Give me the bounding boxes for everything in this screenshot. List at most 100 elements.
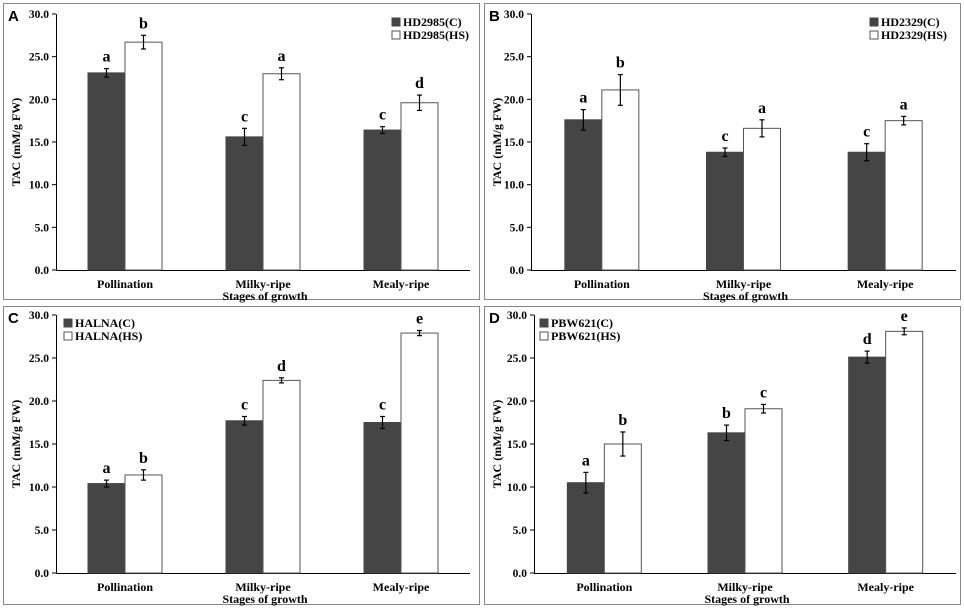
y-tick-label: 5.0 — [510, 222, 525, 234]
significance-letter: d — [415, 75, 424, 92]
bar — [744, 408, 783, 574]
y-axis-title: TAC (mM/g FW) — [9, 98, 23, 186]
panel-b: B 0.0 5.0 10.0 15.0 20.0 25.0 30.0 TAC (mM/g FW)… — [484, 3, 961, 303]
y-tick-label: 10.0 — [29, 482, 49, 494]
y-tick-label: 30.0 — [507, 310, 527, 322]
y-tick-label: 10.0 — [29, 180, 49, 192]
x-axis-title: Stages of growth — [704, 592, 789, 606]
significance-letter: a — [579, 90, 587, 107]
x-axis-title: Stages of growth — [703, 289, 788, 303]
y-tick-label: 5.0 — [513, 525, 528, 537]
significance-letter: a — [103, 49, 111, 66]
legend: HD2985(C)HD2985(HS) — [391, 15, 469, 42]
y-tick-label: 10.0 — [504, 180, 524, 192]
bar — [884, 120, 923, 271]
legend-swatch — [63, 318, 73, 328]
x-tick-label: Pollination — [97, 277, 153, 291]
bar — [743, 127, 781, 271]
legend-swatch — [539, 331, 549, 341]
significance-letter: e — [901, 308, 908, 325]
y-tick-label: 0.0 — [513, 568, 528, 580]
significance-letter: c — [379, 396, 386, 413]
legend-label: HD2329(HS) — [881, 28, 947, 42]
x-tick-label: Pollination — [574, 277, 630, 291]
legend-label: HD2985(HS) — [403, 28, 469, 42]
significance-letter: c — [721, 128, 728, 145]
legend-label: HD2329(C) — [881, 15, 940, 29]
y-tick-label: 15.0 — [507, 439, 527, 451]
bar — [564, 119, 603, 271]
legend-swatch — [391, 30, 401, 40]
y-tick-label: 0.0 — [510, 265, 525, 277]
panel-frame — [484, 306, 961, 605]
legend-swatch — [869, 30, 879, 40]
panel-label: B — [489, 8, 500, 25]
x-tick-label: Milky-ripe — [717, 580, 773, 594]
y-tick-label: 20.0 — [29, 94, 49, 106]
significance-letter: b — [139, 15, 148, 32]
legend-label: HALNA(C) — [75, 316, 135, 330]
x-tick-label: Milky-ripe — [716, 277, 772, 291]
y-tick-label: 15.0 — [504, 137, 524, 149]
y-tick-label: 10.0 — [507, 482, 527, 494]
bar — [847, 151, 886, 271]
legend-label: HALNA(HS) — [75, 329, 142, 343]
panel-c: C 0.0 5.0 10.0 15.0 20.0 25.0 30.0 TAC (mM/g FW)… — [3, 306, 480, 606]
panel-d: D 0.0 5.0 10.0 15.0 20.0 25.0 30.0 TAC (mM/g FW)… — [484, 306, 961, 606]
bar — [848, 356, 887, 574]
panel-label: D — [489, 310, 500, 327]
legend-swatch — [869, 17, 879, 27]
x-tick-label: Mealy-ripe — [373, 580, 430, 594]
bar — [124, 474, 163, 574]
y-tick-label: 20.0 — [507, 396, 527, 408]
significance-letter: a — [278, 48, 286, 65]
panel-label: A — [8, 8, 19, 25]
y-tick-label: 20.0 — [504, 94, 524, 106]
x-tick-label: Milky-ripe — [235, 277, 291, 291]
x-tick-label: Mealy-ripe — [857, 277, 914, 291]
legend: PBW621(C)PBW621(HS) — [539, 316, 620, 343]
bar — [566, 482, 605, 574]
bar — [87, 72, 126, 271]
panel-frame — [484, 3, 961, 300]
bar — [707, 432, 746, 574]
y-tick-label: 25.0 — [29, 52, 49, 64]
legend-label: PBW621(HS) — [551, 329, 620, 343]
bar — [225, 420, 264, 574]
x-axis-title: Stages of growth — [222, 289, 307, 303]
significance-letter: c — [863, 124, 870, 141]
y-tick-label: 25.0 — [507, 353, 527, 365]
significance-letter: b — [618, 412, 627, 429]
bar — [400, 332, 439, 574]
significance-letter: b — [722, 405, 731, 422]
significance-letter: b — [139, 450, 148, 467]
x-axis-title: Stages of growth — [222, 592, 307, 606]
bar — [400, 102, 439, 271]
y-axis-title: TAC (mM/g FW) — [490, 98, 504, 186]
legend-swatch — [391, 17, 401, 27]
y-tick-label: 15.0 — [29, 137, 49, 149]
legend-swatch — [63, 331, 73, 341]
significance-letter: d — [277, 358, 286, 375]
y-axis-title: TAC (mM/g FW) — [490, 400, 504, 488]
bar — [225, 136, 264, 271]
legend-label: PBW621(C) — [551, 316, 613, 330]
y-tick-label: 5.0 — [35, 222, 50, 234]
y-tick-label: 25.0 — [504, 52, 524, 64]
panel-label: C — [8, 310, 19, 327]
y-axis-title: TAC (mM/g FW) — [9, 400, 23, 488]
y-tick-label: 5.0 — [35, 525, 50, 537]
significance-letter: c — [241, 108, 248, 125]
significance-letter: c — [760, 384, 767, 401]
bar — [124, 41, 163, 271]
significance-letter: e — [416, 310, 423, 327]
bar — [885, 330, 924, 574]
y-tick-label: 0.0 — [35, 265, 50, 277]
x-tick-label: Mealy-ripe — [373, 277, 430, 291]
significance-letter: a — [582, 452, 590, 469]
significance-letter: c — [379, 107, 386, 124]
legend: HALNA(C)HALNA(HS) — [63, 316, 142, 343]
x-tick-label: Pollination — [97, 580, 153, 594]
bar — [262, 379, 301, 574]
